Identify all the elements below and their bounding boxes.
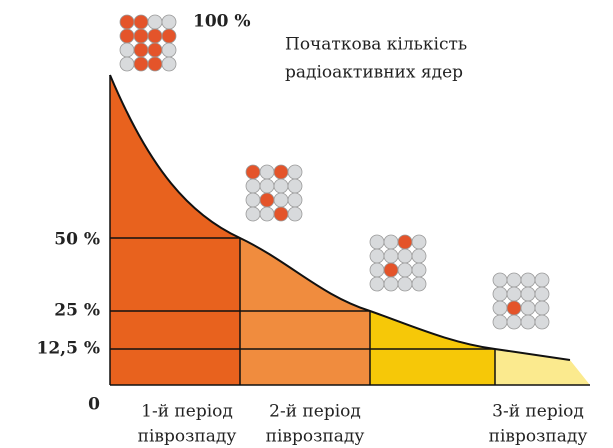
nucleus [133, 56, 149, 72]
period-label: 3-й період [492, 402, 584, 422]
nucleus [245, 164, 261, 180]
nucleus [397, 262, 413, 278]
nucleus [161, 28, 177, 44]
nucleus [245, 192, 261, 208]
nucleus [369, 262, 385, 278]
y-label: 50 % [54, 230, 100, 250]
nucleus [383, 262, 399, 278]
nucleus [287, 192, 303, 208]
nucleus [369, 234, 385, 250]
nucleus [147, 56, 163, 72]
nucleus [161, 42, 177, 58]
nucleus [411, 262, 427, 278]
nucleus [397, 234, 413, 250]
nucleus [119, 42, 135, 58]
nucleus [411, 234, 427, 250]
nucleus [273, 178, 289, 194]
period-label: піврозпаду [266, 427, 365, 447]
nucleus [520, 300, 536, 316]
nucleus [369, 248, 385, 264]
nucleus [273, 206, 289, 222]
nucleus [506, 300, 522, 316]
nucleus [133, 14, 149, 30]
nucleus [520, 286, 536, 302]
period-label: піврозпаду [489, 427, 588, 447]
nucleus [119, 56, 135, 72]
decay-area [110, 75, 590, 385]
nucleus [259, 164, 275, 180]
nucleus [397, 276, 413, 292]
nucleus [273, 192, 289, 208]
nucleus [369, 276, 385, 292]
nucleus [411, 248, 427, 264]
grid [109, 75, 590, 386]
top-label: 100 % [193, 12, 251, 32]
period-label: 2-й період [269, 402, 361, 422]
nucleus [287, 178, 303, 194]
nucleus [259, 192, 275, 208]
nucleus [492, 272, 508, 288]
nucleus [383, 248, 399, 264]
nucleus [287, 206, 303, 222]
y-label: 12,5 % [37, 339, 100, 359]
nucleus [534, 314, 550, 330]
nucleus [133, 28, 149, 44]
nucleus [492, 300, 508, 316]
caption-line: радіоактивних ядер [285, 63, 463, 83]
nucleus [534, 272, 550, 288]
origin-label: 0 [88, 395, 100, 415]
nucleus [534, 300, 550, 316]
nucleus [520, 272, 536, 288]
nucleus [492, 286, 508, 302]
nucleus [520, 314, 536, 330]
atom-grids [119, 14, 550, 330]
nucleus [161, 14, 177, 30]
nucleus [245, 178, 261, 194]
decay-curve [109, 74, 571, 361]
nucleus [119, 14, 135, 30]
nucleus [383, 276, 399, 292]
nucleus [411, 276, 427, 292]
nucleus [259, 206, 275, 222]
nucleus [287, 164, 303, 180]
nucleus [147, 42, 163, 58]
nucleus [397, 248, 413, 264]
nucleus [383, 234, 399, 250]
nucleus [259, 178, 275, 194]
nucleus [119, 28, 135, 44]
nucleus [534, 286, 550, 302]
nucleus [506, 314, 522, 330]
nucleus [133, 42, 149, 58]
nucleus [245, 206, 261, 222]
nucleus [147, 28, 163, 44]
period-label: 1-й період [141, 402, 233, 422]
caption-line: Початкова кількість [285, 35, 467, 55]
nucleus [492, 314, 508, 330]
period-label: піврозпаду [138, 427, 237, 447]
nucleus [147, 14, 163, 30]
nucleus [161, 56, 177, 72]
y-label: 25 % [54, 301, 100, 321]
nucleus [273, 164, 289, 180]
nucleus [506, 272, 522, 288]
nucleus [506, 286, 522, 302]
